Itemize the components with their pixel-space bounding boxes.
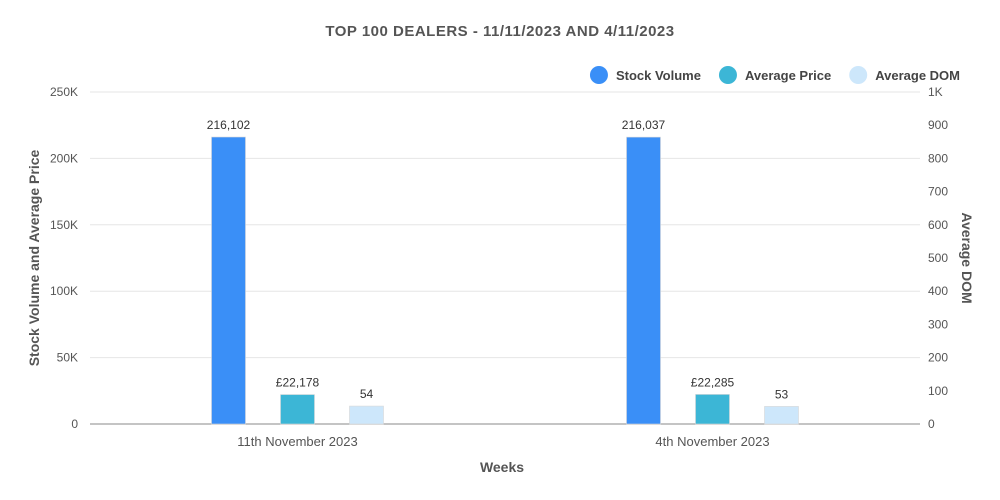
legend-marker [849,66,868,84]
y2-tick-label: 900 [928,118,948,132]
x-tick-label: 4th November 2023 [655,434,769,449]
y2-tick-label: 1K [928,85,943,99]
x-axis: 11th November 2023 4th November 2023 [237,434,769,449]
bar [764,406,799,425]
bar [280,394,315,425]
y2-tick-label: 700 [928,185,948,199]
y-tick-label: 100K [50,284,78,298]
y2-tick-label: 800 [928,151,948,165]
y-tick-label: 0 [71,417,78,431]
x-axis-title: Weeks [480,459,524,475]
legend-marker [589,66,608,84]
legend-label: Stock Volume [616,68,701,83]
y-tick-label: 200K [50,151,78,165]
data-label: 216,037 [622,118,666,132]
y-axis-title: Stock Volume and Average Price [26,150,42,367]
y2-tick-label: 0 [928,417,935,431]
y2-tick-label: 100 [928,384,948,398]
legend-label: Average DOM [875,68,960,83]
y2-tick-label: 500 [928,251,948,265]
y2-tick-label: 600 [928,218,948,232]
legend: Stock Volume Average Price Average DOM [589,66,960,84]
y2-tick-label: 300 [928,317,948,331]
y2-tick-label: 400 [928,284,948,298]
data-label: £22,285 [691,375,735,389]
chart-title: TOP 100 DEALERS - 11/11/2023 AND 4/11/20… [325,23,674,40]
bar [349,405,384,425]
y-tick-label: 50K [57,351,78,365]
legend-marker [718,66,737,84]
bars: 216,102 £22,178 54 216,037 £22,285 53 [207,118,799,425]
x-tick-label: 11th November 2023 [237,434,357,449]
y-tick-label: 150K [50,218,78,232]
y2-tick-label: 200 [928,351,948,365]
legend-label: Average Price [745,68,831,83]
y-axis-right: 0 100 200 300 400 500 600 700 800 900 1K [928,85,948,431]
data-label: 216,102 [207,118,251,132]
bar [695,394,730,425]
bar [626,136,661,425]
y-axis-left: 0 50K 100K 150K 200K 250K [50,85,78,431]
data-label: 53 [775,387,789,401]
y2-axis-title: Average DOM [959,212,975,303]
y-tick-label: 250K [50,85,78,99]
data-label: 54 [360,387,374,401]
data-label: £22,178 [276,376,320,390]
bar [211,136,246,425]
